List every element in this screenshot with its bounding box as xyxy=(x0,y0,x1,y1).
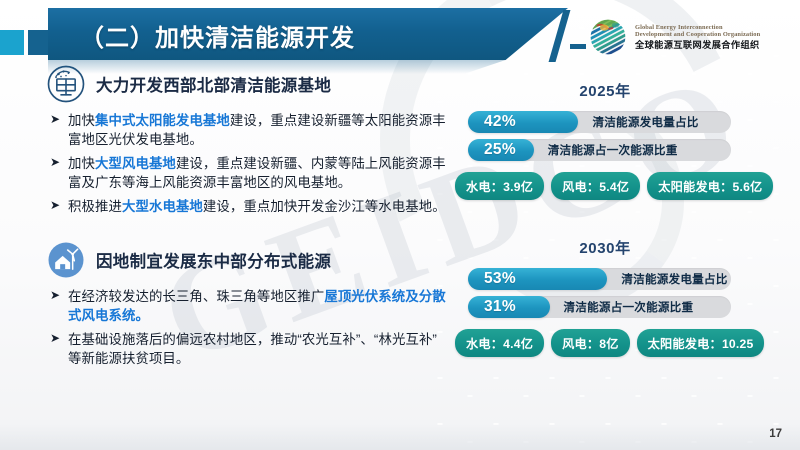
page-number: 17 xyxy=(769,428,782,440)
bullet-text: 在基础设施落后的偏远农村地区，推动“农光互补”、“林光互补”等新能源扶贫项目。 xyxy=(68,332,437,366)
metric-pill: 风电：8亿 xyxy=(551,329,630,357)
right-data-column: 2025年 42% 清洁能源发电量占比 25% 清洁能源占一次能源比重 xyxy=(455,80,800,357)
plain-phrase: 在基础设施落后的偏远农村地区，推动“农光互补”、“林光互补”等新能源扶贫项目。 xyxy=(68,332,437,367)
progress-fill: 31% xyxy=(468,296,550,318)
highlighted-phrase: 大型风电基地 xyxy=(94,156,176,172)
page-title: （二）加快清洁能源开发 xyxy=(80,25,355,52)
plain-phrase: 建设，重点加快开发金沙江等水电基地。 xyxy=(202,199,446,215)
content-section-1: 大力开发西部北部清洁能源基地 ➤ 加快集中式太阳能发电基地建设，重点建设新疆等太… xyxy=(46,64,446,216)
progress-row: 25% 清洁能源占一次能源比重 xyxy=(468,139,800,161)
bullet-arrow-icon: ➤ xyxy=(50,288,61,303)
year-title: 2025年 xyxy=(579,83,631,100)
progress-caption: 清洁能源发电量占比 xyxy=(621,273,728,286)
plain-phrase: 建设，重点建设新疆等太阳能资源丰富地区光伏发电基地。 xyxy=(68,113,446,148)
bullet-text: 在经济较发达的长三角、珠三角等地区推广屋顶光伏系统及分散式风电系统。 xyxy=(68,289,446,323)
metric-pill: 太阳能发电：10.25 xyxy=(636,329,765,357)
highlighted-phrase: 集中式太阳能发电基地 xyxy=(94,113,230,128)
section-1-title: 大力开发西部北部清洁能源基地 xyxy=(96,77,332,95)
progress-percent-label: 42% xyxy=(484,113,516,130)
plain-phrase: 在经济较发达的长三角、珠三角等地区推广 xyxy=(68,289,325,305)
list-item: ➤ 加快集中式太阳能发电基地建设，重点建设新疆等太阳能资源丰富地区光伏发电基地。 xyxy=(46,111,446,149)
logo-english-line1: Global Energy Interconnection xyxy=(635,23,723,31)
highlighted-phrase: 大型水电基地 xyxy=(121,199,203,215)
section-1-header: 大力开发西部北部清洁能源基地 xyxy=(46,64,446,104)
slide-header: （二）加快清洁能源开发 xyxy=(0,8,800,74)
organization-logo: Global Energy Interconnection Developmen… xyxy=(588,13,798,61)
progress-percent-label: 53% xyxy=(484,270,516,287)
progress-row: 53% 清洁能源发电量占比 xyxy=(468,268,800,290)
bullet-arrow-icon: ➤ xyxy=(50,155,61,170)
metric-pill-row: 水电：4.4亿 风电：8亿 太阳能发电：10.25 xyxy=(455,329,800,357)
progress-percent-label: 25% xyxy=(484,141,516,158)
progress-row: 42% 清洁能源发电量占比 xyxy=(468,111,800,133)
bullet-text: 积极推进大型水电基地建设，重点加快开发金沙江等水电基地。 xyxy=(68,199,446,214)
progress-track: 42% 清洁能源发电量占比 xyxy=(468,111,731,133)
list-item: ➤ 在基础设施落后的偏远农村地区，推动“农光互补”、“林光互补”等新能源扶贫项目… xyxy=(46,330,446,368)
plain-phrase: 积极推进 xyxy=(68,199,122,215)
progress-track: 25% 清洁能源占一次能源比重 xyxy=(468,139,731,161)
plain-phrase: 建设，重点建设新疆、内蒙等陆上风能资源丰富及广东等海上风能资源丰富地区的风电基地… xyxy=(68,156,446,191)
progress-fill: 53% xyxy=(468,268,608,290)
progress-fill: 25% xyxy=(468,139,534,161)
logo-text-block: Global Energy Interconnection Developmen… xyxy=(635,24,760,51)
logo-chinese-name: 全球能源互联网发展合作组织 xyxy=(635,40,760,51)
header-bar-reflection xyxy=(48,60,506,74)
section-2-title: 因地制宜发展东中部分布式能源 xyxy=(96,253,332,272)
bullet-text: 加快集中式太阳能发电基地建设，重点建设新疆等太阳能资源丰富地区光伏发电基地。 xyxy=(68,113,446,147)
bullet-arrow-icon: ➤ xyxy=(50,331,61,346)
progress-caption: 清洁能源占一次能源比重 xyxy=(547,144,678,157)
globe-logo-icon xyxy=(589,18,627,56)
section-1-bullet-list: ➤ 加快集中式太阳能发电基地建设，重点建设新疆等太阳能资源丰富地区光伏发电基地。… xyxy=(46,111,446,216)
content-section-2: 因地制宜发展东中部分布式能源 ➤ 在经济较发达的长三角、珠三角等地区推广屋顶光伏… xyxy=(46,240,446,368)
solar-panel-icon xyxy=(47,65,85,103)
progress-percent-label: 31% xyxy=(484,298,516,315)
section-2-header: 因地制宜发展东中部分布式能源 xyxy=(46,240,446,280)
header-accent-teal xyxy=(0,30,24,55)
left-content-column: 大力开发西部北部清洁能源基地 ➤ 加快集中式太阳能发电基地建设，重点建设新疆等太… xyxy=(46,64,446,414)
progress-caption: 清洁能源占一次能源比重 xyxy=(563,301,694,314)
progress-row: 31% 清洁能源占一次能源比重 xyxy=(468,296,800,318)
plain-phrase: 加快 xyxy=(68,113,95,128)
house-wind-turbine-icon xyxy=(48,242,84,278)
metric-pill: 风电：5.4亿 xyxy=(551,172,641,200)
plain-phrase: 加快 xyxy=(68,156,95,172)
metric-pill-row: 水电：3.9亿 风电：5.4亿 太阳能发电：5.6亿 xyxy=(455,172,800,200)
list-item: ➤ 在经济较发达的长三角、珠三角等地区推广屋顶光伏系统及分散式风电系统。 xyxy=(46,287,446,325)
metric-pill: 水电：4.4亿 xyxy=(455,329,545,357)
list-item: ➤ 加快大型风电基地建设，重点建设新疆、内蒙等陆上风能资源丰富及广东等海上风能资… xyxy=(46,154,446,192)
metric-pill: 太阳能发电：5.6亿 xyxy=(647,172,774,200)
progress-caption: 清洁能源发电量占比 xyxy=(592,116,699,129)
logo-english-line2: Development and Cooperation Organization xyxy=(635,30,761,38)
bullet-arrow-icon: ➤ xyxy=(50,112,61,126)
bullet-arrow-icon: ➤ xyxy=(50,198,61,213)
bullet-text: 加快大型风电基地建设，重点建设新疆、内蒙等陆上风能资源丰富及广东等海上风能资源丰… xyxy=(68,156,446,190)
metric-pill: 水电：3.9亿 xyxy=(455,172,545,200)
list-item: ➤ 积极推进大型水电基地建设，重点加快开发金沙江等水电基地。 xyxy=(46,197,446,216)
header-slash-accent xyxy=(540,10,588,62)
year-block-2030: 2030年 53% 清洁能源发电量占比 31% 清洁能源占一次能源比重 xyxy=(455,237,800,357)
bottom-gradient xyxy=(0,424,800,450)
progress-track: 31% 清洁能源占一次能源比重 xyxy=(468,296,731,318)
progress-fill: 42% xyxy=(468,111,579,133)
progress-track: 53% 清洁能源发电量占比 xyxy=(468,268,731,290)
year-title: 2030年 xyxy=(579,240,631,257)
section-2-bullet-list: ➤ 在经济较发达的长三角、珠三角等地区推广屋顶光伏系统及分散式风电系统。 ➤ 在… xyxy=(46,287,446,368)
highlighted-phrase: 屋顶光伏系统及分散式风电系统。 xyxy=(68,289,446,324)
year-block-2025: 2025年 42% 清洁能源发电量占比 25% 清洁能源占一次能源比重 xyxy=(455,80,800,200)
